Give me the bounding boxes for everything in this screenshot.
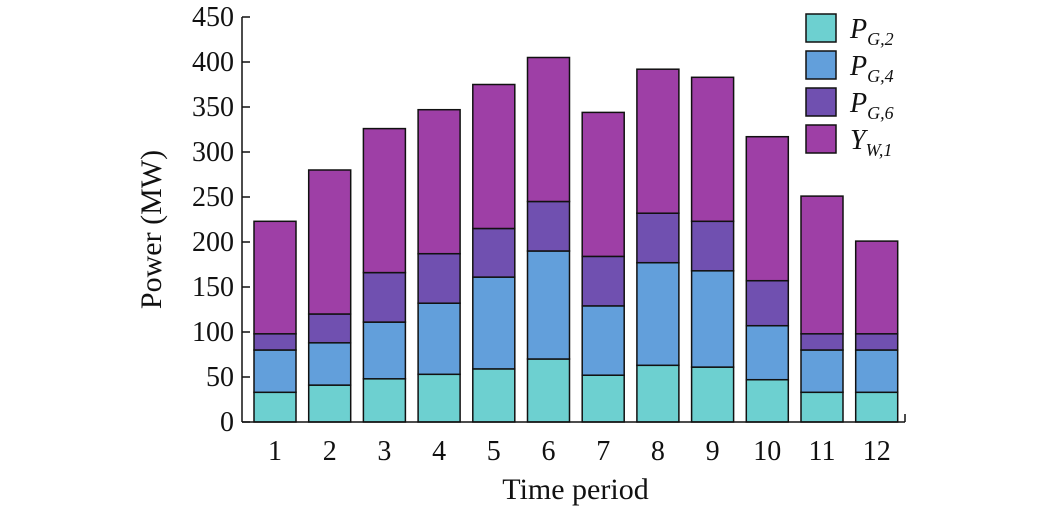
x-tick-label: 6 xyxy=(542,436,556,467)
bar-segment-period-9-series-3 xyxy=(690,220,735,272)
bar-segment-period-12-series-1 xyxy=(854,391,899,423)
bar-segment-period-1-series-3 xyxy=(253,333,297,351)
y-tick-label: 350 xyxy=(192,92,234,123)
bar-segment-period-5-series-1 xyxy=(472,368,516,423)
bar-segment-period-8-series-2 xyxy=(636,261,680,367)
x-tick-label: 3 xyxy=(377,436,391,467)
y-tick-label: 100 xyxy=(192,317,234,348)
bar-segment-period-1-series-4 xyxy=(253,220,297,335)
bar-segment-period-11-series-1 xyxy=(800,391,844,423)
legend: PG,2PG,4PG,6YW,1 xyxy=(805,13,894,160)
bar-segment-period-11-series-2 xyxy=(800,349,844,394)
bar-segment-period-11-series-3 xyxy=(800,333,844,351)
y-tick-label: 300 xyxy=(192,137,234,168)
legend-label: PG,2 xyxy=(849,14,894,49)
x-tick-label: 8 xyxy=(651,436,665,467)
bar-segment-period-3-series-4 xyxy=(362,127,407,274)
bar-segment-period-11-series-4 xyxy=(800,195,844,335)
bar-segment-period-7-series-4 xyxy=(581,111,625,258)
x-tick-label: 5 xyxy=(487,436,501,467)
x-tick-label: 9 xyxy=(706,436,720,467)
bar-segment-period-7-series-3 xyxy=(581,255,625,307)
y-tick-label: 200 xyxy=(192,227,234,258)
x-axis-title: Time period xyxy=(502,473,648,506)
bar-segment-period-7-series-2 xyxy=(581,305,625,376)
x-ticks: 1 2 3 4 5 6 7 8 9 10 11 12 xyxy=(268,436,891,467)
y-tick-label: 0 xyxy=(220,407,234,438)
bar-segment-period-5-series-4 xyxy=(472,83,516,230)
bar-segment-period-5-series-2 xyxy=(472,276,516,370)
bar-segment-period-6-series-3 xyxy=(526,200,571,252)
x-tick-label: 4 xyxy=(432,436,446,467)
bar-segment-period-6-series-2 xyxy=(526,250,571,360)
y-tick-label: 50 xyxy=(206,362,234,393)
bar-segment-period-2-series-1 xyxy=(307,384,352,423)
bar-segment-period-8-series-4 xyxy=(636,68,680,214)
bar-segment-period-1-series-1 xyxy=(253,391,297,423)
bar-segment-period-10-series-4 xyxy=(745,135,790,282)
bar-segment-period-8-series-1 xyxy=(636,364,680,423)
bar-segment-period-4-series-2 xyxy=(417,302,461,376)
bar-segment-period-8-series-3 xyxy=(636,212,680,264)
legend-swatch xyxy=(805,50,837,80)
legend-label: YW,1 xyxy=(850,125,892,160)
bars-layer xyxy=(253,56,899,423)
x-tick-label: 2 xyxy=(323,436,337,467)
y-tick-label: 400 xyxy=(192,47,234,78)
bar-segment-period-12-series-4 xyxy=(854,240,899,335)
x-tick-label: 10 xyxy=(753,436,781,467)
bar-segment-period-9-series-1 xyxy=(690,366,735,423)
bar-segment-period-1-series-2 xyxy=(253,349,297,394)
bar-segment-period-2-series-4 xyxy=(307,169,352,315)
y-tick-label: 150 xyxy=(192,272,234,303)
bar-segment-period-6-series-4 xyxy=(526,56,571,203)
bar-segment-period-4-series-3 xyxy=(417,252,461,304)
bar-segment-period-10-series-1 xyxy=(745,378,790,423)
bar-segment-period-4-series-1 xyxy=(417,373,461,423)
bar-segment-period-3-series-2 xyxy=(362,321,407,380)
x-tick-label: 12 xyxy=(863,436,891,467)
bar-segment-period-6-series-1 xyxy=(526,358,571,423)
legend-swatch xyxy=(805,13,837,43)
bar-segment-period-2-series-2 xyxy=(307,342,352,386)
bar-segment-period-10-series-3 xyxy=(745,279,790,327)
bar-segment-period-12-series-3 xyxy=(854,333,899,351)
x-tick-label: 7 xyxy=(596,436,610,467)
legend-swatch xyxy=(805,124,837,154)
bar-segment-period-3-series-3 xyxy=(362,271,407,323)
legend-swatch xyxy=(805,87,837,117)
bar-segment-period-2-series-3 xyxy=(307,313,352,344)
bar-segment-period-7-series-1 xyxy=(581,374,625,423)
bar-segment-period-5-series-3 xyxy=(472,227,516,278)
legend-label: PG,4 xyxy=(849,51,894,86)
bar-segment-period-4-series-4 xyxy=(417,108,461,255)
y-tick-label: 250 xyxy=(192,182,234,213)
y-ticks: 0 50 100 150 200 250 300 350 400 450 xyxy=(192,2,250,438)
y-axis-title: Power (MW) xyxy=(135,150,168,309)
bar-segment-period-12-series-2 xyxy=(854,349,899,394)
bar-segment-period-9-series-2 xyxy=(690,270,735,368)
axes-layer xyxy=(241,17,906,423)
bar-segment-period-9-series-4 xyxy=(690,76,735,223)
bar-segment-period-3-series-1 xyxy=(362,378,407,423)
bar-segment-period-10-series-2 xyxy=(745,324,790,381)
x-tick-label: 11 xyxy=(809,436,836,467)
x-tick-label: 1 xyxy=(268,436,282,467)
y-tick-label: 450 xyxy=(192,2,234,33)
legend-label: PG,6 xyxy=(849,88,894,123)
